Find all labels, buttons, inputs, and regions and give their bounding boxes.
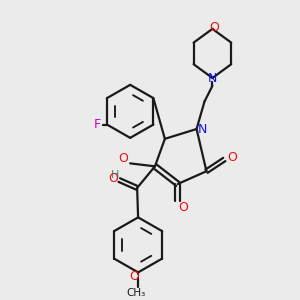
Text: F: F [94,118,101,131]
Text: O: O [227,151,237,164]
Text: O: O [129,270,139,283]
Text: CH₃: CH₃ [127,288,146,298]
Text: N: N [208,72,217,86]
Text: O: O [108,172,118,184]
Text: O: O [178,201,188,214]
Text: N: N [198,122,207,136]
Text: O: O [118,152,128,165]
Text: O: O [209,21,219,34]
Text: H: H [111,170,119,180]
